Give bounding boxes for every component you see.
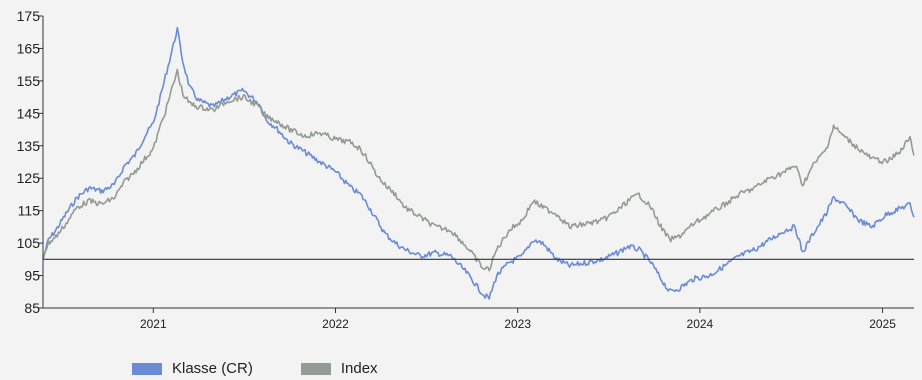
legend: Klasse (CR) Index — [132, 360, 378, 377]
legend-swatch-klasse — [132, 362, 162, 375]
x-tick-label: 2021 — [140, 317, 167, 331]
series-layer — [42, 26, 915, 300]
legend-swatch-index — [300, 362, 331, 375]
x-tick-label: 2022 — [322, 317, 349, 331]
y-tick-label: 135 — [17, 138, 41, 154]
y-tick-label: 145 — [17, 105, 41, 121]
y-tick-label: 155 — [17, 73, 41, 89]
y-tick-label: 105 — [17, 235, 41, 251]
y-tick-label: 95 — [24, 268, 40, 284]
x-tick-label: 2024 — [687, 317, 714, 331]
legend-item-index: Index — [300, 360, 378, 377]
y-tick-label: 85 — [24, 300, 40, 316]
y-tick-label: 115 — [18, 203, 41, 219]
y-tick-label: 125 — [17, 170, 41, 186]
y-tick-label: 165 — [17, 40, 41, 56]
x-tick-label: 2023 — [504, 317, 531, 331]
legend-item-klasse: Klasse (CR) — [132, 360, 253, 377]
x-axis-ticks: 2021 2022 2023 2024 2025 — [140, 308, 896, 331]
series-line-index — [42, 68, 915, 272]
y-tick-label: 175 — [17, 8, 41, 24]
legend-label-index: Index — [340, 360, 378, 377]
y-axis-ticks: 85 95 105 115 125 135 145 155 165 175 — [17, 8, 43, 316]
x-tick-label: 2025 — [869, 317, 896, 331]
series-line-klasse — [42, 26, 915, 300]
legend-label-klasse: Klasse (CR) — [172, 360, 253, 377]
